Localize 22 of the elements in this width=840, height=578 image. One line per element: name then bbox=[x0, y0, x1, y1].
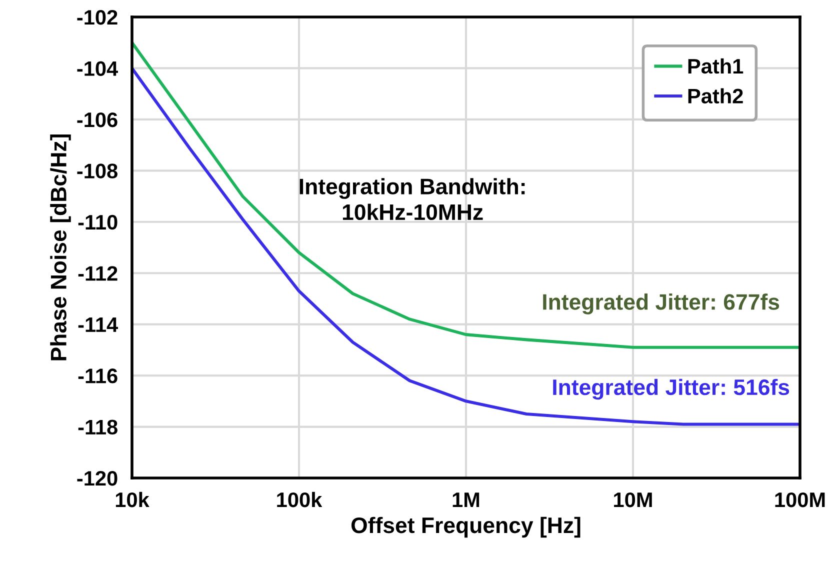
annotation: Integrated Jitter: 516fs bbox=[553, 378, 790, 400]
x-tick-label: 100M bbox=[775, 492, 825, 508]
y-tick-label: -120 bbox=[77, 471, 118, 486]
legend-label: Path2 bbox=[688, 88, 743, 104]
legend-label: Path1 bbox=[688, 58, 744, 74]
x-tick-label: 10k bbox=[116, 492, 150, 508]
y-tick-label: -102 bbox=[77, 10, 118, 25]
y-tick-label: -116 bbox=[78, 368, 118, 384]
y-tick-label: -104 bbox=[77, 61, 118, 76]
annotation: Integrated Jitter: 677fs bbox=[543, 294, 780, 314]
y-axis-title: Phase Noise [dBc/Hz] bbox=[50, 134, 71, 360]
y-tick-label: -110 bbox=[78, 214, 118, 230]
x-tick-label: 100k bbox=[277, 492, 322, 508]
y-tick-label: -108 bbox=[77, 164, 118, 178]
y-tick-label: -112 bbox=[78, 266, 118, 281]
y-tick-label: -106 bbox=[77, 112, 118, 128]
x-tick-label: 1M bbox=[452, 492, 480, 507]
y-tick-label: -118 bbox=[78, 420, 118, 435]
x-tick-label: 10M bbox=[614, 492, 652, 508]
annotation: Integration Bandwith: 10kHz-10MHz bbox=[300, 178, 525, 220]
y-tick-label: -114 bbox=[78, 318, 118, 332]
x-axis-title: Offset Frequency [Hz] bbox=[351, 516, 580, 538]
